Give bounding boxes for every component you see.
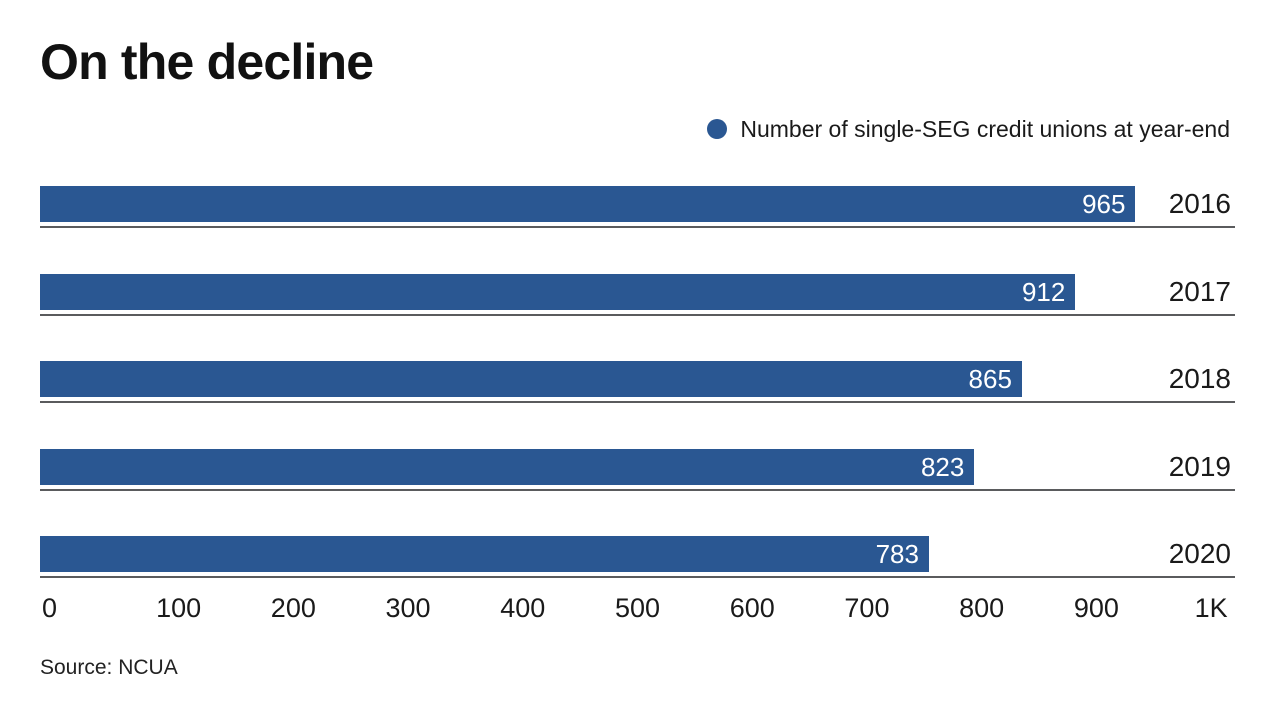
bar-value-label: 965 (1082, 189, 1126, 219)
bar-value-label: 823 (920, 451, 965, 482)
row-separator (40, 401, 1235, 404)
legend-label: Number of single-SEG credit unions at ye… (740, 115, 1230, 142)
x-axis-tick-label: 1K (1194, 593, 1228, 623)
x-axis-tick-label: 700 (844, 593, 890, 623)
x-axis-tick-label: 300 (385, 593, 431, 623)
year-label: 2019 (1168, 450, 1231, 482)
x-axis-tick-label: 600 (729, 593, 775, 623)
bar-2016: 965 (40, 186, 1136, 222)
year-label: 2017 (1168, 275, 1231, 307)
legend: Number of single-SEG credit unions at ye… (707, 114, 1230, 144)
x-axis-tick-label: 500 (614, 593, 661, 623)
year-label: 2018 (1168, 363, 1231, 395)
year-label: 2020 (1168, 538, 1231, 570)
legend-dot-icon (707, 119, 728, 139)
chart-title: On the decline (40, 34, 374, 90)
x-axis: 0 100 200 300 400 500 600 700 800 900 1K (40, 592, 1235, 626)
row-separator (40, 488, 1235, 491)
x-axis-tick-label: 100 (156, 593, 202, 623)
bar-row-2018: 865 2018 (40, 361, 1235, 449)
bar-chart-plot-area: 965 2016 912 2017 865 2018 823 2019 783 2020 (40, 186, 1235, 624)
bar-row-2020: 783 2020 (40, 536, 1235, 624)
bar-2017: 912 (40, 273, 1076, 310)
bar-2018: 865 (40, 361, 1022, 398)
row-separator (40, 313, 1235, 316)
x-axis-tick-label: 200 (270, 593, 316, 623)
bar-row-2017: 912 2017 (40, 273, 1235, 362)
x-axis-tick-label: 400 (500, 593, 546, 623)
bar-2019: 823 (40, 448, 975, 485)
bar-value-label: 912 (1021, 276, 1066, 307)
x-axis-tick-label: 0 (42, 593, 58, 623)
x-axis-tick-label: 900 (1073, 593, 1119, 623)
row-separator (40, 576, 1235, 579)
year-label: 2016 (1168, 188, 1231, 219)
bar-value-label: 865 (968, 364, 1012, 395)
source-note: Source: NCUA (40, 656, 178, 679)
bar-2020: 783 (40, 536, 929, 573)
x-axis-tick-label: 800 (959, 593, 1005, 623)
row-separator (40, 226, 1235, 228)
bar-row-2016: 965 2016 (40, 186, 1235, 274)
bar-value-label: 783 (875, 539, 919, 570)
bar-row-2019: 823 2019 (40, 448, 1235, 537)
